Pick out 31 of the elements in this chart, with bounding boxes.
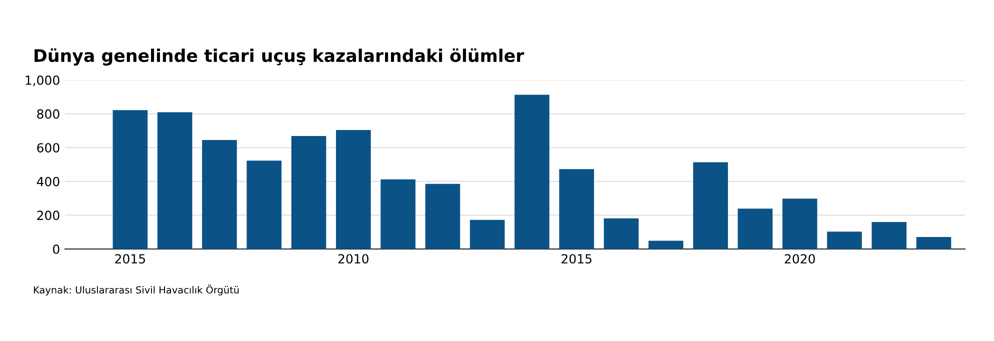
bar	[380, 179, 416, 249]
bar	[872, 222, 907, 249]
bar	[157, 112, 192, 249]
chart-title: Dünya genelinde ticari uçuş kazalarındaki ölümler	[34, 48, 524, 66]
bar	[202, 140, 237, 249]
bar	[559, 169, 594, 249]
x-tick-label: 2020	[784, 254, 815, 264]
bar	[291, 136, 326, 249]
bar	[827, 232, 862, 249]
bar	[648, 240, 684, 249]
bar	[514, 94, 550, 249]
y-tick-label: 0	[53, 244, 60, 254]
y-tick-label: 1,000	[26, 75, 60, 86]
bar	[782, 198, 818, 249]
bar	[425, 184, 460, 249]
bar	[738, 208, 773, 249]
bar	[470, 220, 505, 249]
x-tick-label: 2010	[338, 254, 368, 264]
y-tick-label: 200	[37, 210, 60, 220]
bar	[112, 110, 148, 249]
bar	[916, 237, 952, 249]
y-tick-label: 600	[37, 143, 60, 153]
bar	[246, 160, 282, 249]
x-tick-label: 2015	[562, 254, 592, 264]
x-tick-label: 2015	[115, 254, 145, 264]
bar	[693, 162, 728, 249]
bar	[604, 218, 639, 249]
bar	[336, 130, 371, 249]
y-tick-label: 800	[37, 109, 60, 119]
text: Kaynak: Uluslararası Sivil Havacılık Örgütü	[34, 284, 239, 296]
y-tick-label: 400	[36, 176, 60, 186]
